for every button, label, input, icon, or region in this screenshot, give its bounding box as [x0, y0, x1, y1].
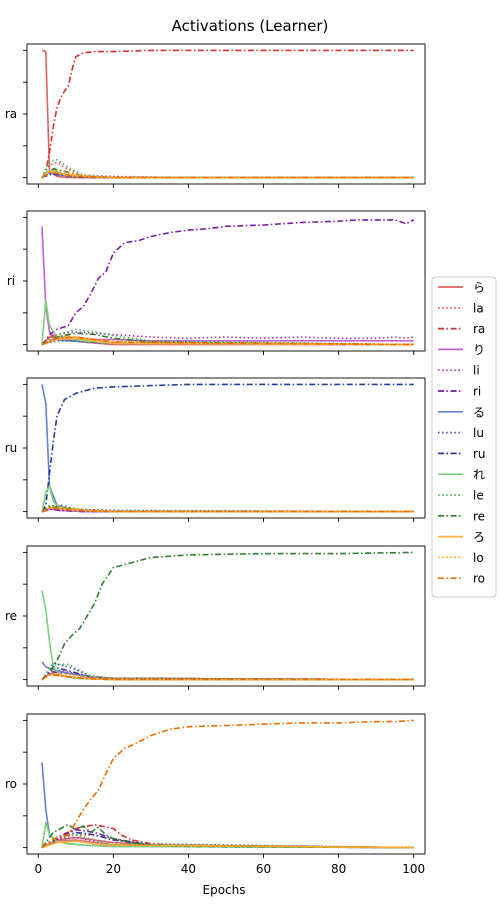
- legend-label-2: ra: [473, 322, 485, 336]
- series-line-ru-14: [41, 506, 414, 513]
- x-tick-label-2: 40: [181, 862, 196, 876]
- x-tick-label-0: 0: [34, 862, 42, 876]
- panel-ri: ri: [7, 210, 426, 355]
- legend-label-4: li: [473, 364, 480, 378]
- series-line-ri-12: [41, 337, 414, 346]
- panel-ra: ra: [5, 43, 426, 188]
- series-line-ru-8: [41, 383, 414, 513]
- panel-ru: ru: [5, 377, 426, 522]
- legend-label-8: ru: [473, 447, 486, 461]
- series-line-ri-14: [41, 336, 414, 346]
- series-line-ro-14: [41, 719, 414, 849]
- panel-frame-ri: [26, 210, 426, 352]
- series-line-ru-6: [41, 384, 414, 513]
- series-line-ra-14: [41, 171, 414, 179]
- panel-re: re: [5, 545, 426, 690]
- x-tick-label-3: 60: [256, 862, 271, 876]
- series-line-ru-7: [41, 504, 414, 513]
- panel-frame-ro: [26, 713, 426, 855]
- series-line-ra-0: [41, 49, 414, 179]
- series-line-ra-2: [41, 49, 414, 179]
- legend-label-7: lu: [473, 426, 484, 440]
- series-line-ri-7: [41, 339, 414, 346]
- legend-box: [431, 276, 497, 598]
- series-line-ra-13: [41, 169, 414, 179]
- legend-label-10: le: [473, 489, 484, 503]
- x-tick-label-1: 20: [106, 862, 121, 876]
- series-line-ri-3: [41, 226, 414, 342]
- series-line-ru-12: [41, 506, 414, 513]
- series-line-ro-6: [41, 762, 414, 849]
- series-line-ra-1: [41, 161, 414, 179]
- series-line-re-11: [41, 551, 414, 681]
- y-axis-label-ra: ra: [5, 107, 17, 121]
- legend-label-5: ri: [473, 385, 481, 399]
- legend-label-13: lo: [473, 551, 484, 565]
- legend: ら la ra り li ri る lu ru れ le re ろ lo ro: [431, 276, 497, 598]
- legend-label-11: re: [473, 509, 485, 523]
- chart-title: Activations (Learner): [172, 17, 329, 35]
- y-axis-label-re: re: [5, 609, 17, 623]
- series-line-ri-5: [41, 219, 415, 346]
- x-tick-label-4: 80: [331, 862, 346, 876]
- legend-label-12: ろ: [473, 530, 485, 544]
- y-axis-label-ru: ru: [5, 441, 18, 455]
- legend-label-3: り: [473, 343, 485, 357]
- y-axis-label-ro: ro: [5, 777, 17, 791]
- legend-label-9: れ: [473, 468, 485, 482]
- x-tick-label-5: 100: [402, 862, 425, 876]
- legend-label-14: ro: [473, 572, 485, 586]
- series-line-re-9: [41, 590, 414, 681]
- series-line-ro-13: [41, 839, 414, 849]
- panel-frame-ra: [26, 43, 426, 185]
- series-line-ru-9: [41, 485, 414, 513]
- series-line-ri-11: [41, 332, 414, 346]
- legend-label-0: ら: [473, 281, 485, 295]
- x-axis-label: Epochs: [203, 883, 246, 897]
- panel-frame-ru: [26, 377, 426, 519]
- legend-label-6: る: [473, 405, 485, 419]
- legend-label-1: la: [473, 301, 484, 315]
- series-line-re-12: [41, 673, 414, 681]
- y-axis-label-ri: ri: [7, 274, 15, 288]
- series-line-re-13: [41, 672, 414, 681]
- series-line-ri-9: [41, 299, 414, 346]
- panel-ro: ro: [5, 713, 426, 858]
